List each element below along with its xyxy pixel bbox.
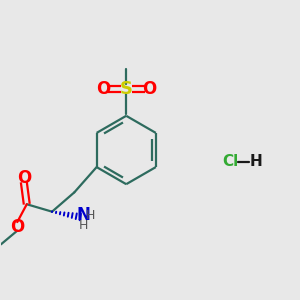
- Text: O: O: [96, 80, 110, 98]
- Text: H: H: [86, 209, 95, 222]
- Text: H: H: [79, 219, 88, 232]
- Text: H: H: [249, 154, 262, 169]
- Text: O: O: [142, 80, 157, 98]
- Text: S: S: [120, 80, 133, 98]
- Text: Cl: Cl: [222, 154, 238, 169]
- Text: O: O: [10, 218, 24, 236]
- Text: O: O: [17, 169, 31, 187]
- Text: N: N: [77, 206, 91, 224]
